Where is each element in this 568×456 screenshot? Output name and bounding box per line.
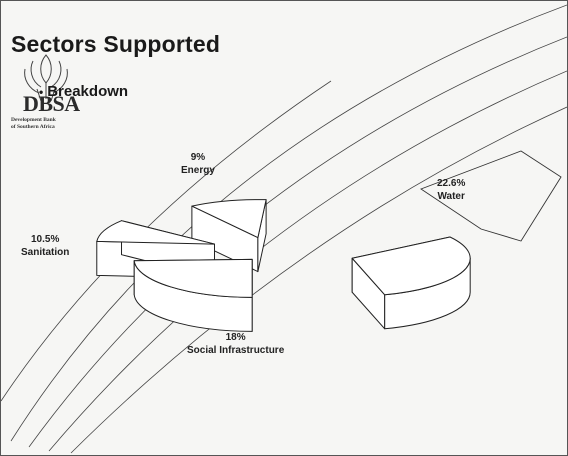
logo-line-1: Development Bank xyxy=(11,117,56,123)
dbsa-logo: DBSA Development Bank of Southern Africa xyxy=(11,49,81,145)
water-value-label: 22.6% xyxy=(437,178,466,189)
water-slice xyxy=(351,236,471,330)
bullet-dot: • xyxy=(39,85,44,99)
swoosh-curve xyxy=(48,70,567,452)
sanitation-label: 10.5% Sanitation xyxy=(21,233,69,259)
water-label-arrow xyxy=(420,150,562,242)
water-name-label: Water xyxy=(437,191,465,202)
logo-emblem xyxy=(24,54,68,102)
pie-chart xyxy=(96,199,471,332)
social-infrastructure-value-label: 18% xyxy=(225,332,246,343)
sanitation-value-label: 10.5% xyxy=(30,234,60,245)
swoosh-curve xyxy=(70,106,567,454)
energy-value-label: 9% xyxy=(190,152,206,163)
energy-slice xyxy=(191,199,267,273)
bullet-text: Breakdown xyxy=(47,83,129,100)
subtitle-bullet: • Breakdown xyxy=(39,83,128,100)
social-infrastructure-slice xyxy=(133,258,253,332)
swoosh-curve xyxy=(10,4,567,442)
social-infrastructure-name-label: Social Infrastructure xyxy=(187,345,285,356)
social-infrastructure-label: 18% Social Infrastructure xyxy=(187,331,284,357)
logo-subtitle: Development Bank of Southern Africa xyxy=(11,117,83,130)
logo-line-2: of Southern Africa xyxy=(11,123,55,130)
slide-title: Sectors Supported xyxy=(11,31,221,57)
energy-label: 9% Energy xyxy=(181,151,215,177)
sanitation-name-label: Sanitation xyxy=(21,247,70,258)
energy-name-label: Energy xyxy=(181,165,215,176)
water-label: 22.6% Water xyxy=(437,177,465,203)
logo-abbreviation: DBSA xyxy=(23,91,80,116)
